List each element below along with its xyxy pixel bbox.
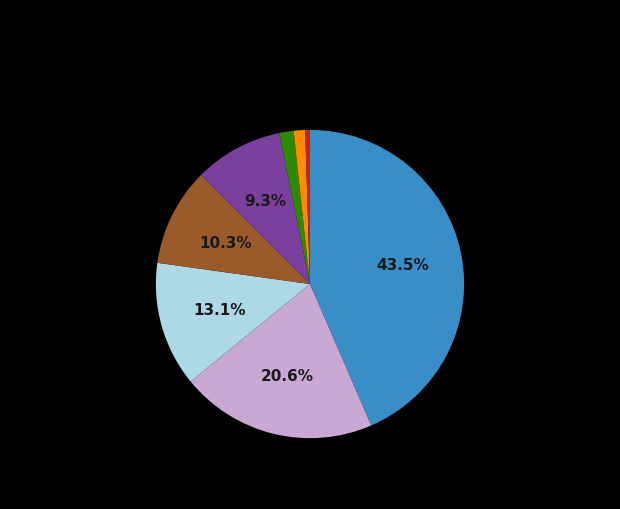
Wedge shape xyxy=(157,176,310,285)
Wedge shape xyxy=(279,131,310,285)
Wedge shape xyxy=(201,134,310,285)
Wedge shape xyxy=(310,131,464,426)
Text: 9.3%: 9.3% xyxy=(244,194,286,209)
Wedge shape xyxy=(190,285,371,438)
Text: 10.3%: 10.3% xyxy=(199,235,252,250)
Text: 20.6%: 20.6% xyxy=(261,369,314,383)
Wedge shape xyxy=(305,131,310,285)
Wedge shape xyxy=(156,263,310,382)
Text: 13.1%: 13.1% xyxy=(193,302,246,318)
Wedge shape xyxy=(293,131,310,285)
Text: 43.5%: 43.5% xyxy=(376,258,428,273)
